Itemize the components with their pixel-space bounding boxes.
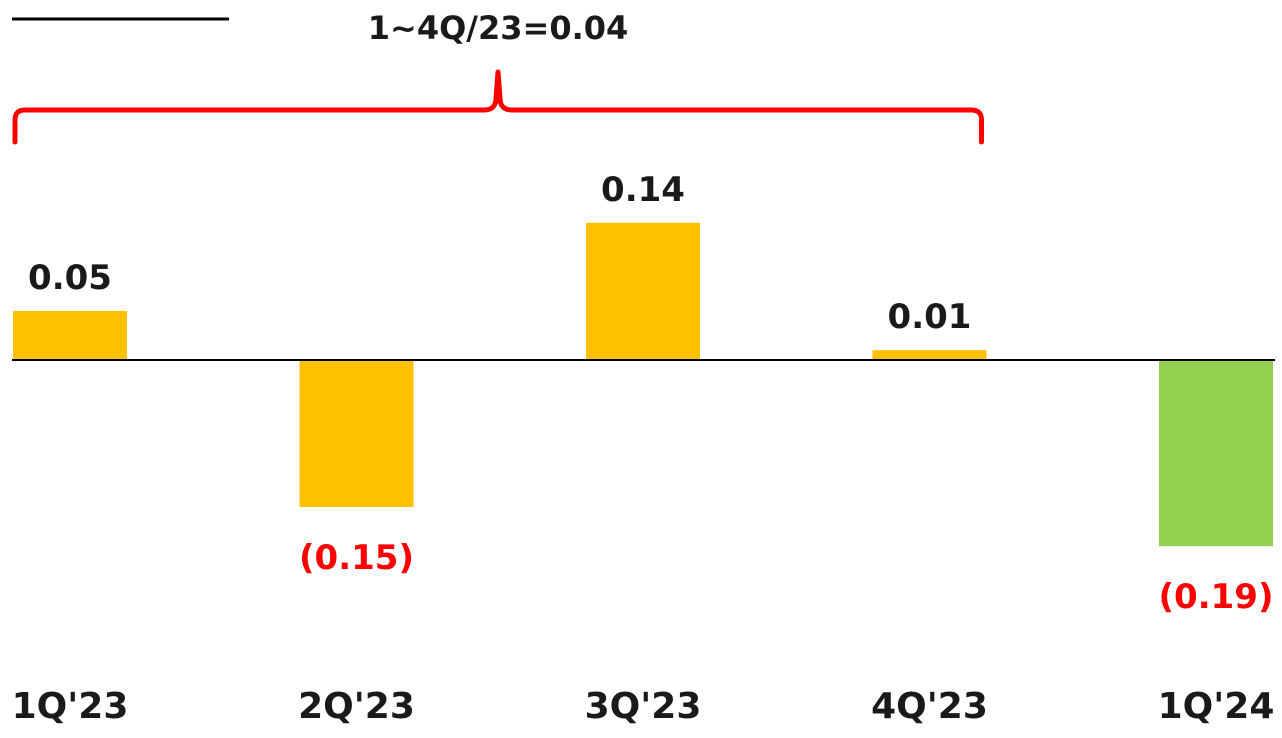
data-label: (0.19)	[1159, 577, 1274, 617]
data-label: (0.15)	[299, 538, 414, 578]
bar	[13, 311, 127, 360]
bracket-group: 1~4Q/23=0.04	[12, 9, 984, 145]
bracket-shape	[12, 69, 984, 145]
bar-group	[13, 222, 1273, 547]
value-label-group: 0.05 (0.15) 0.14 0.01 (0.19)	[28, 170, 1273, 617]
x-tick-label-group: 1Q'23 2Q'23 3Q'23 4Q'23 1Q'24	[12, 686, 1275, 727]
bar	[872, 350, 987, 360]
bar	[1159, 360, 1273, 547]
x-tick-label: 1Q'23	[12, 686, 129, 727]
x-tick-label: 2Q'23	[298, 686, 415, 727]
bar	[586, 222, 700, 360]
data-label: 0.14	[601, 170, 685, 210]
x-tick-label: 1Q'24	[1158, 686, 1275, 727]
x-tick-label: 4Q'23	[871, 686, 988, 727]
bracket-label: 1~4Q/23=0.04	[368, 9, 629, 47]
data-label: 0.05	[28, 258, 112, 298]
data-label: 0.01	[888, 297, 972, 337]
x-tick-label: 3Q'23	[585, 686, 702, 727]
bar	[299, 360, 414, 507]
